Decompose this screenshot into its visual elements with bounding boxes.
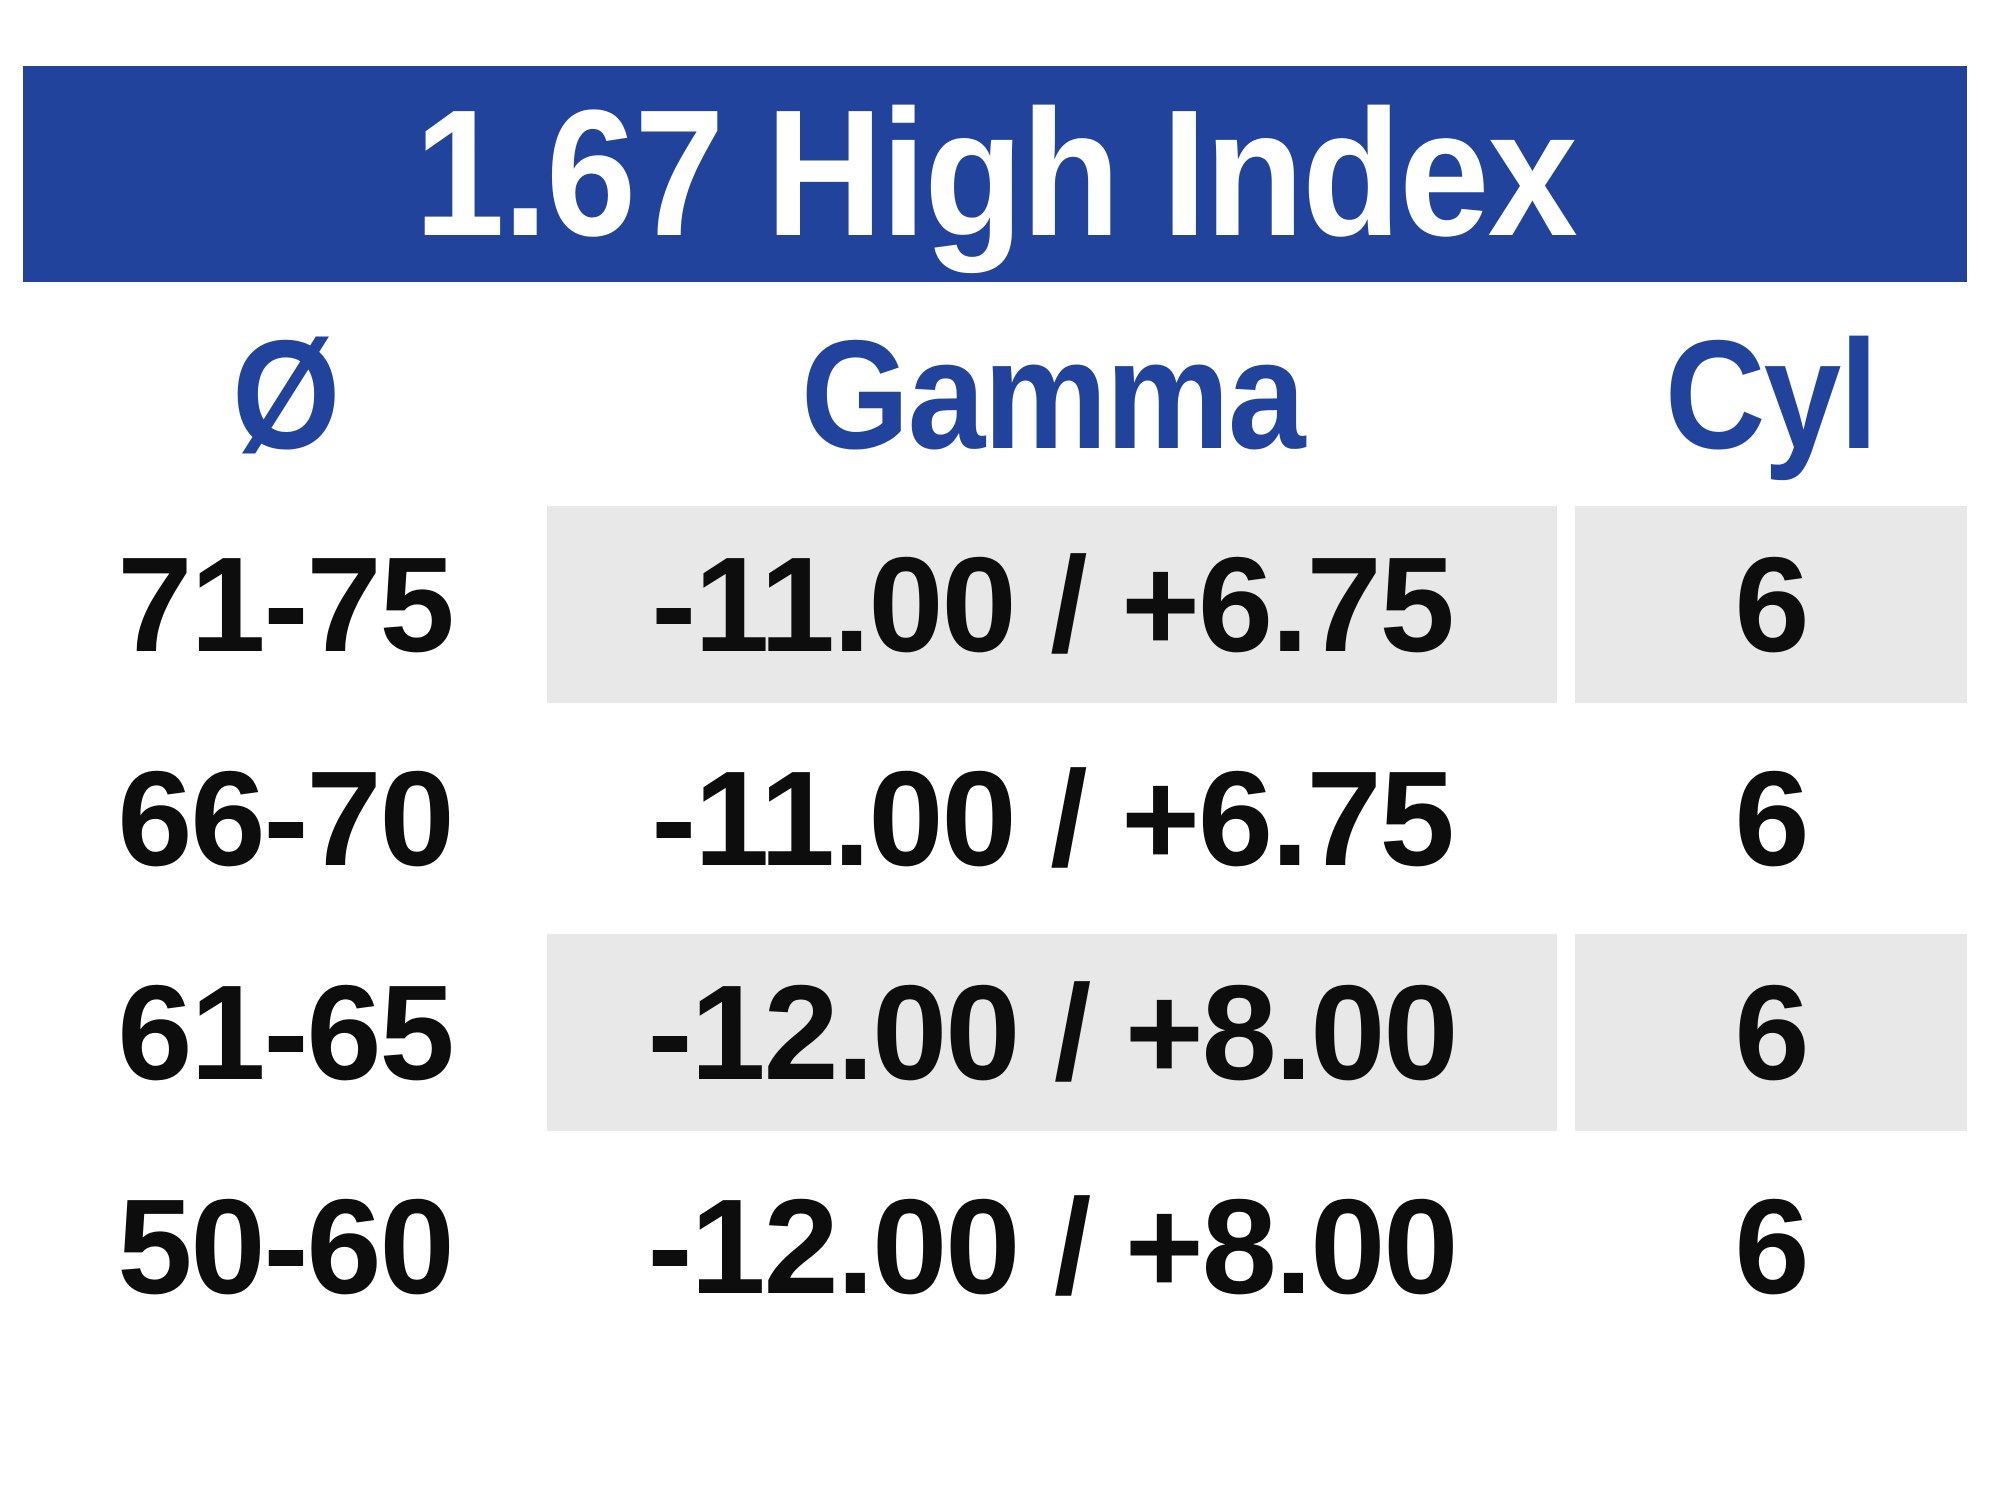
column-divider [1557,1148,1575,1345]
column-divider [1557,720,1575,917]
diameter-cell: 50-60 [117,1171,454,1322]
availability-table: Ø Gamma Cyl 71-75 -11.00 / +6.75 6 66-70… [23,282,1967,1362]
cyl-cell: 6 [1575,506,1967,703]
column-header-cyl: Cyl [1575,282,1967,506]
table-row: 71-75 -11.00 / +6.75 6 [23,506,1967,703]
diameter-cell: 61-65 [117,957,454,1108]
diameter-cell: 66-70 [117,743,454,894]
column-divider [1557,934,1575,1131]
cyl-cell: 6 [1575,934,1967,1131]
table-title-banner: 1.67 High Index [23,66,1967,282]
gamma-cell: -12.00 / +8.00 [547,934,1557,1131]
cyl-cell: 6 [1734,743,1809,894]
column-divider [1557,506,1575,703]
column-divider [1557,282,1575,506]
column-header-gamma-label: Gamma [800,307,1306,481]
table-row: 61-65 -12.00 / +8.00 6 [23,934,1967,1131]
table-title: 1.67 High Index [414,73,1577,274]
table-row: 66-70 -11.00 / +6.75 6 [23,720,1967,917]
column-header-gamma: Gamma [547,282,1557,506]
gamma-cell: -11.00 / +6.75 [651,743,1454,894]
column-header-cyl-label: Cyl [1665,307,1878,481]
column-header-diameter: Ø [23,282,547,506]
table-row: 50-60 -12.00 / +8.00 6 [23,1148,1967,1345]
table-header-row: Ø Gamma Cyl [23,282,1967,506]
gamma-cell: -12.00 / +8.00 [647,1171,1459,1322]
cyl-cell: 6 [1734,1171,1809,1322]
gamma-cell: -11.00 / +6.75 [547,506,1557,703]
diameter-cell: 71-75 [117,529,454,680]
column-header-diameter-label: Ø [231,307,341,481]
